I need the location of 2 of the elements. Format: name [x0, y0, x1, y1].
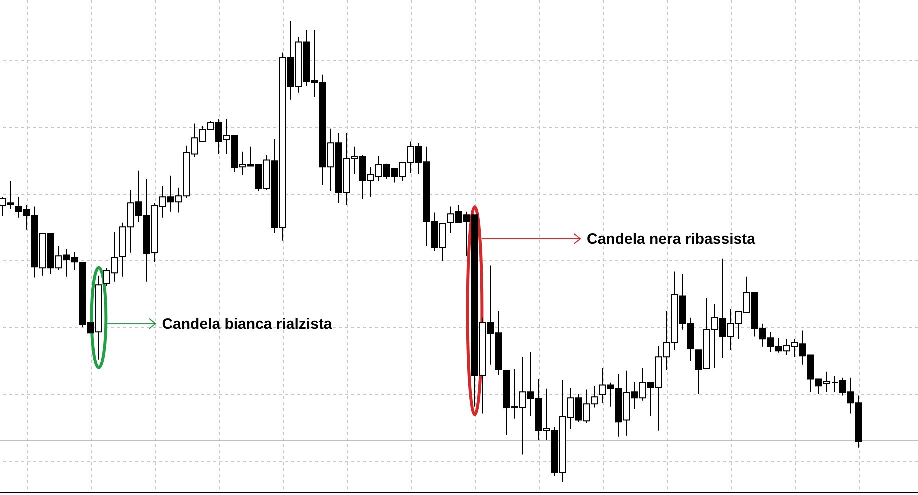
annotation: Candela nera ribassista [587, 230, 756, 248]
annotation: Candela bianca rialzista [162, 316, 333, 333]
